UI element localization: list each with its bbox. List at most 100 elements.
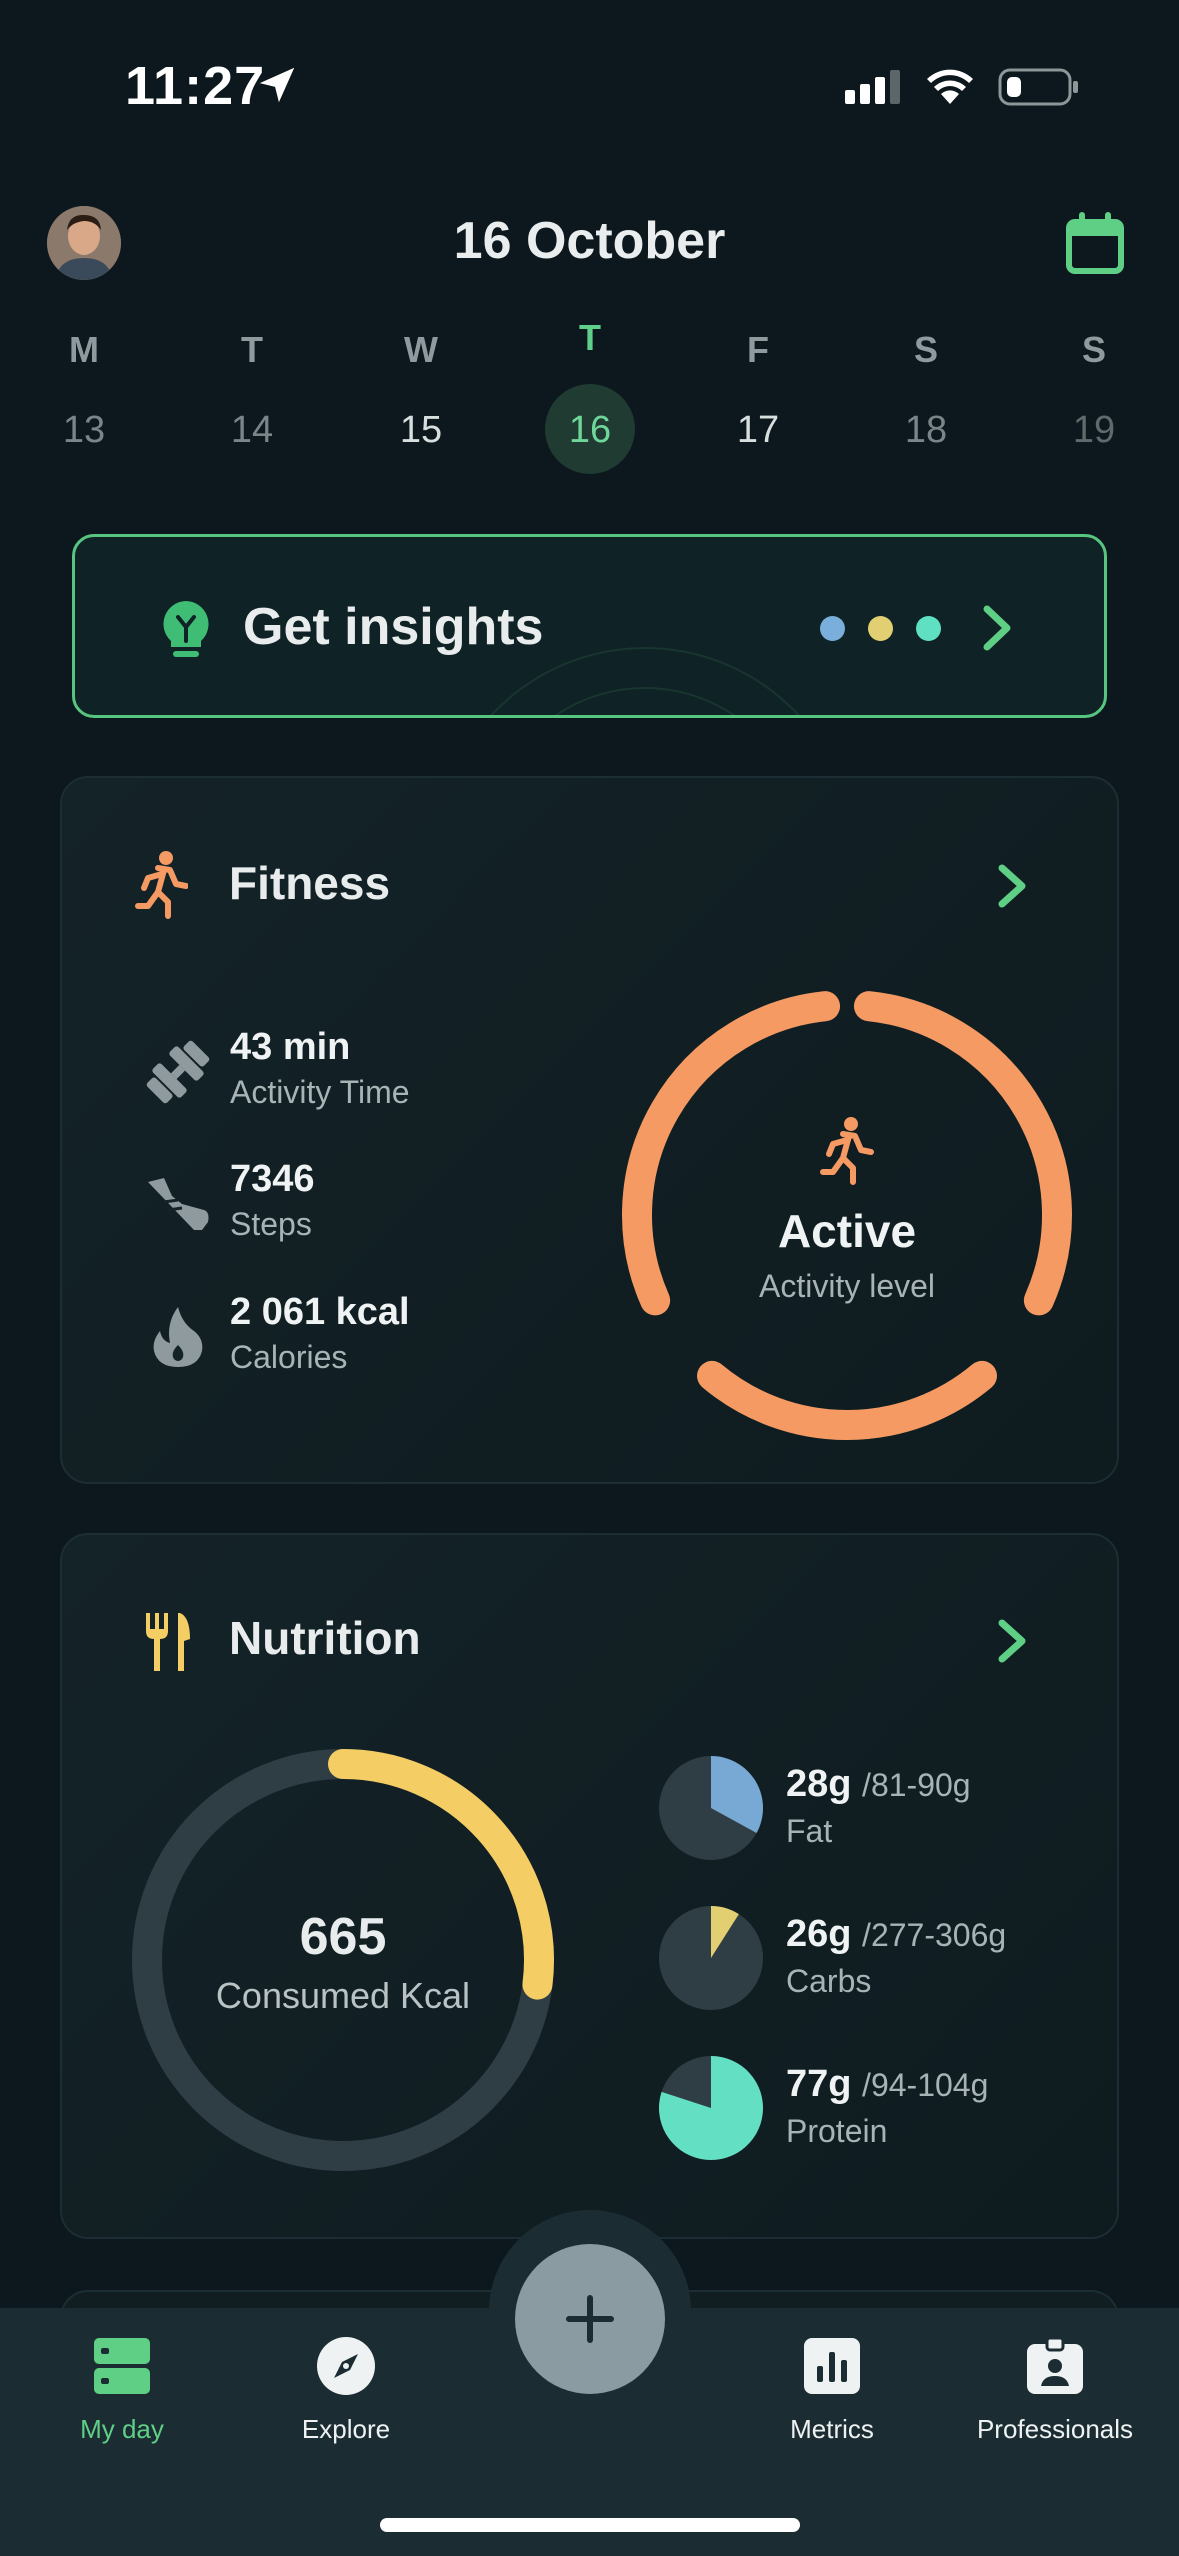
insight-dot-yellow <box>868 616 893 641</box>
tab-label: Metrics <box>790 2414 874 2444</box>
macro-value: 26g /277-306g <box>786 1913 1006 1956</box>
status-time: 11:27 <box>125 56 266 116</box>
fitness-card[interactable]: Fitness 43 min Activity Time 7 <box>60 776 1119 1484</box>
macro-label: Carbs <box>786 1963 872 1999</box>
carbs-pie-icon <box>659 1906 763 2010</box>
chevron-right-icon <box>983 605 1011 651</box>
bar-chart-icon <box>804 2338 860 2394</box>
day-tuesday[interactable]: T 14 <box>202 320 302 470</box>
calories-ring: 665 Consumed Kcal <box>130 1747 556 2173</box>
home-indicator <box>380 2518 800 2532</box>
consumed-kcal-value: 665 <box>130 1907 556 1967</box>
day-number: 14 <box>230 409 274 451</box>
day-friday[interactable]: F 17 <box>708 320 808 470</box>
day-sunday[interactable]: S 19 <box>1044 320 1144 470</box>
protein-pie-icon <box>659 2056 763 2160</box>
running-person-icon <box>135 851 188 919</box>
tab-my-day[interactable]: My day <box>22 2330 222 2450</box>
macro-value: 28g /81-90g <box>786 1763 971 1806</box>
consumed-kcal-label: Consumed Kcal <box>215 1975 471 2016</box>
status-bar: 11:27 <box>0 0 1179 170</box>
user-avatar-icon <box>47 206 121 280</box>
avatar[interactable] <box>47 206 121 280</box>
fat-amount: 28g <box>786 1763 852 1805</box>
day-letter: S <box>913 329 938 370</box>
insight-dot-blue <box>820 616 845 641</box>
activity-ring-segment <box>697 1360 997 1440</box>
my-day-icon <box>94 2338 150 2394</box>
day-number: 15 <box>399 409 443 451</box>
tab-metrics[interactable]: Metrics <box>732 2330 932 2450</box>
day-number: 17 <box>736 409 780 451</box>
tab-label: Professionals <box>976 2414 1134 2444</box>
page-title: 16 October <box>453 212 726 270</box>
consumed-kcal-number: 665 <box>299 1908 387 1966</box>
macro-value: 77g /94-104g <box>786 2063 988 2106</box>
day-letter: F <box>747 329 769 370</box>
day-number: 13 <box>62 409 106 451</box>
nutrition-title: Nutrition <box>229 1612 421 1664</box>
activity-ring-segment <box>853 991 1072 1316</box>
tab-explore[interactable]: Explore <box>246 2330 446 2450</box>
stat-steps: 7346 Steps <box>142 1158 542 1258</box>
day-letter: T <box>579 317 601 358</box>
lightbulb-icon <box>163 601 209 657</box>
carbs-amount: 26g <box>786 1913 852 1955</box>
id-badge-icon <box>1027 2336 1083 2394</box>
insights-label: Get insights <box>243 598 544 656</box>
macro-label: Protein <box>786 2113 888 2149</box>
chevron-right-icon[interactable] <box>994 1617 1030 1665</box>
stat-value: 43 min <box>230 1026 351 1068</box>
tab-label: Explore <box>301 2414 391 2444</box>
wifi-icon <box>927 69 973 104</box>
chevron-right-icon[interactable] <box>994 862 1030 910</box>
get-insights-banner[interactable]: Get insights <box>72 534 1107 718</box>
add-button[interactable] <box>515 2244 665 2394</box>
cellular-signal-icon <box>845 70 900 104</box>
insight-dot-teal <box>916 616 941 641</box>
nutrition-card[interactable]: Nutrition 665 Consumed Kcal 28g /81-90g … <box>60 1533 1119 2239</box>
day-letter: T <box>241 329 263 370</box>
stat-value: 7346 <box>230 1158 315 1200</box>
carbs-slice <box>711 1906 739 1958</box>
day-number: 19 <box>1072 409 1116 451</box>
protein-target: /94-104g <box>862 2067 989 2103</box>
day-letter: W <box>404 329 438 370</box>
day-wednesday[interactable]: W 15 <box>371 320 471 470</box>
stat-label: Calories <box>230 1339 348 1375</box>
tab-professionals[interactable]: Professionals <box>955 2330 1155 2450</box>
activity-level-value: Active <box>610 1204 1084 1258</box>
carbs-target: /277-306g <box>862 1917 1007 1953</box>
location-arrow-icon <box>259 67 295 103</box>
day-monday[interactable]: M 13 <box>34 320 134 470</box>
activity-ring-segment <box>622 991 841 1316</box>
dumbbell-icon <box>146 1040 210 1104</box>
stat-activity-time: 43 min Activity Time <box>142 1026 542 1126</box>
fork-knife-icon <box>146 1613 190 1671</box>
day-thursday-selected[interactable]: T 16 <box>540 315 640 465</box>
day-saturday[interactable]: S 18 <box>876 320 976 470</box>
week-strip: M 13 T 14 W 15 T 16 F 17 S 18 S 19 <box>0 317 1179 480</box>
day-number: 18 <box>904 409 948 451</box>
plus-icon <box>566 2295 614 2343</box>
calories-ring-chart <box>132 1749 554 2171</box>
macro-carbs: 26g /277-306g Carbs <box>656 1903 1076 2033</box>
day-letter: S <box>1081 329 1106 370</box>
calendar-icon[interactable] <box>1066 212 1124 274</box>
shoe-icon <box>148 1178 209 1230</box>
fat-target: /81-90g <box>862 1767 971 1803</box>
activity-ring-chart <box>622 991 1072 1440</box>
protein-slice <box>659 2056 763 2160</box>
activity-level-ring: Active Activity level <box>610 978 1084 1452</box>
selected-day-highlight <box>545 384 635 474</box>
activity-level-label: Activity level <box>758 1268 936 1304</box>
stat-calories: 2 061 kcal Calories <box>142 1291 542 1391</box>
compass-icon <box>317 2337 375 2395</box>
stat-label: Steps <box>230 1206 312 1242</box>
tab-label: My day <box>80 2414 164 2444</box>
day-letter: M <box>69 329 99 370</box>
protein-amount: 77g <box>786 2063 852 2105</box>
fitness-title: Fitness <box>229 857 391 909</box>
running-person-icon <box>820 1117 874 1185</box>
